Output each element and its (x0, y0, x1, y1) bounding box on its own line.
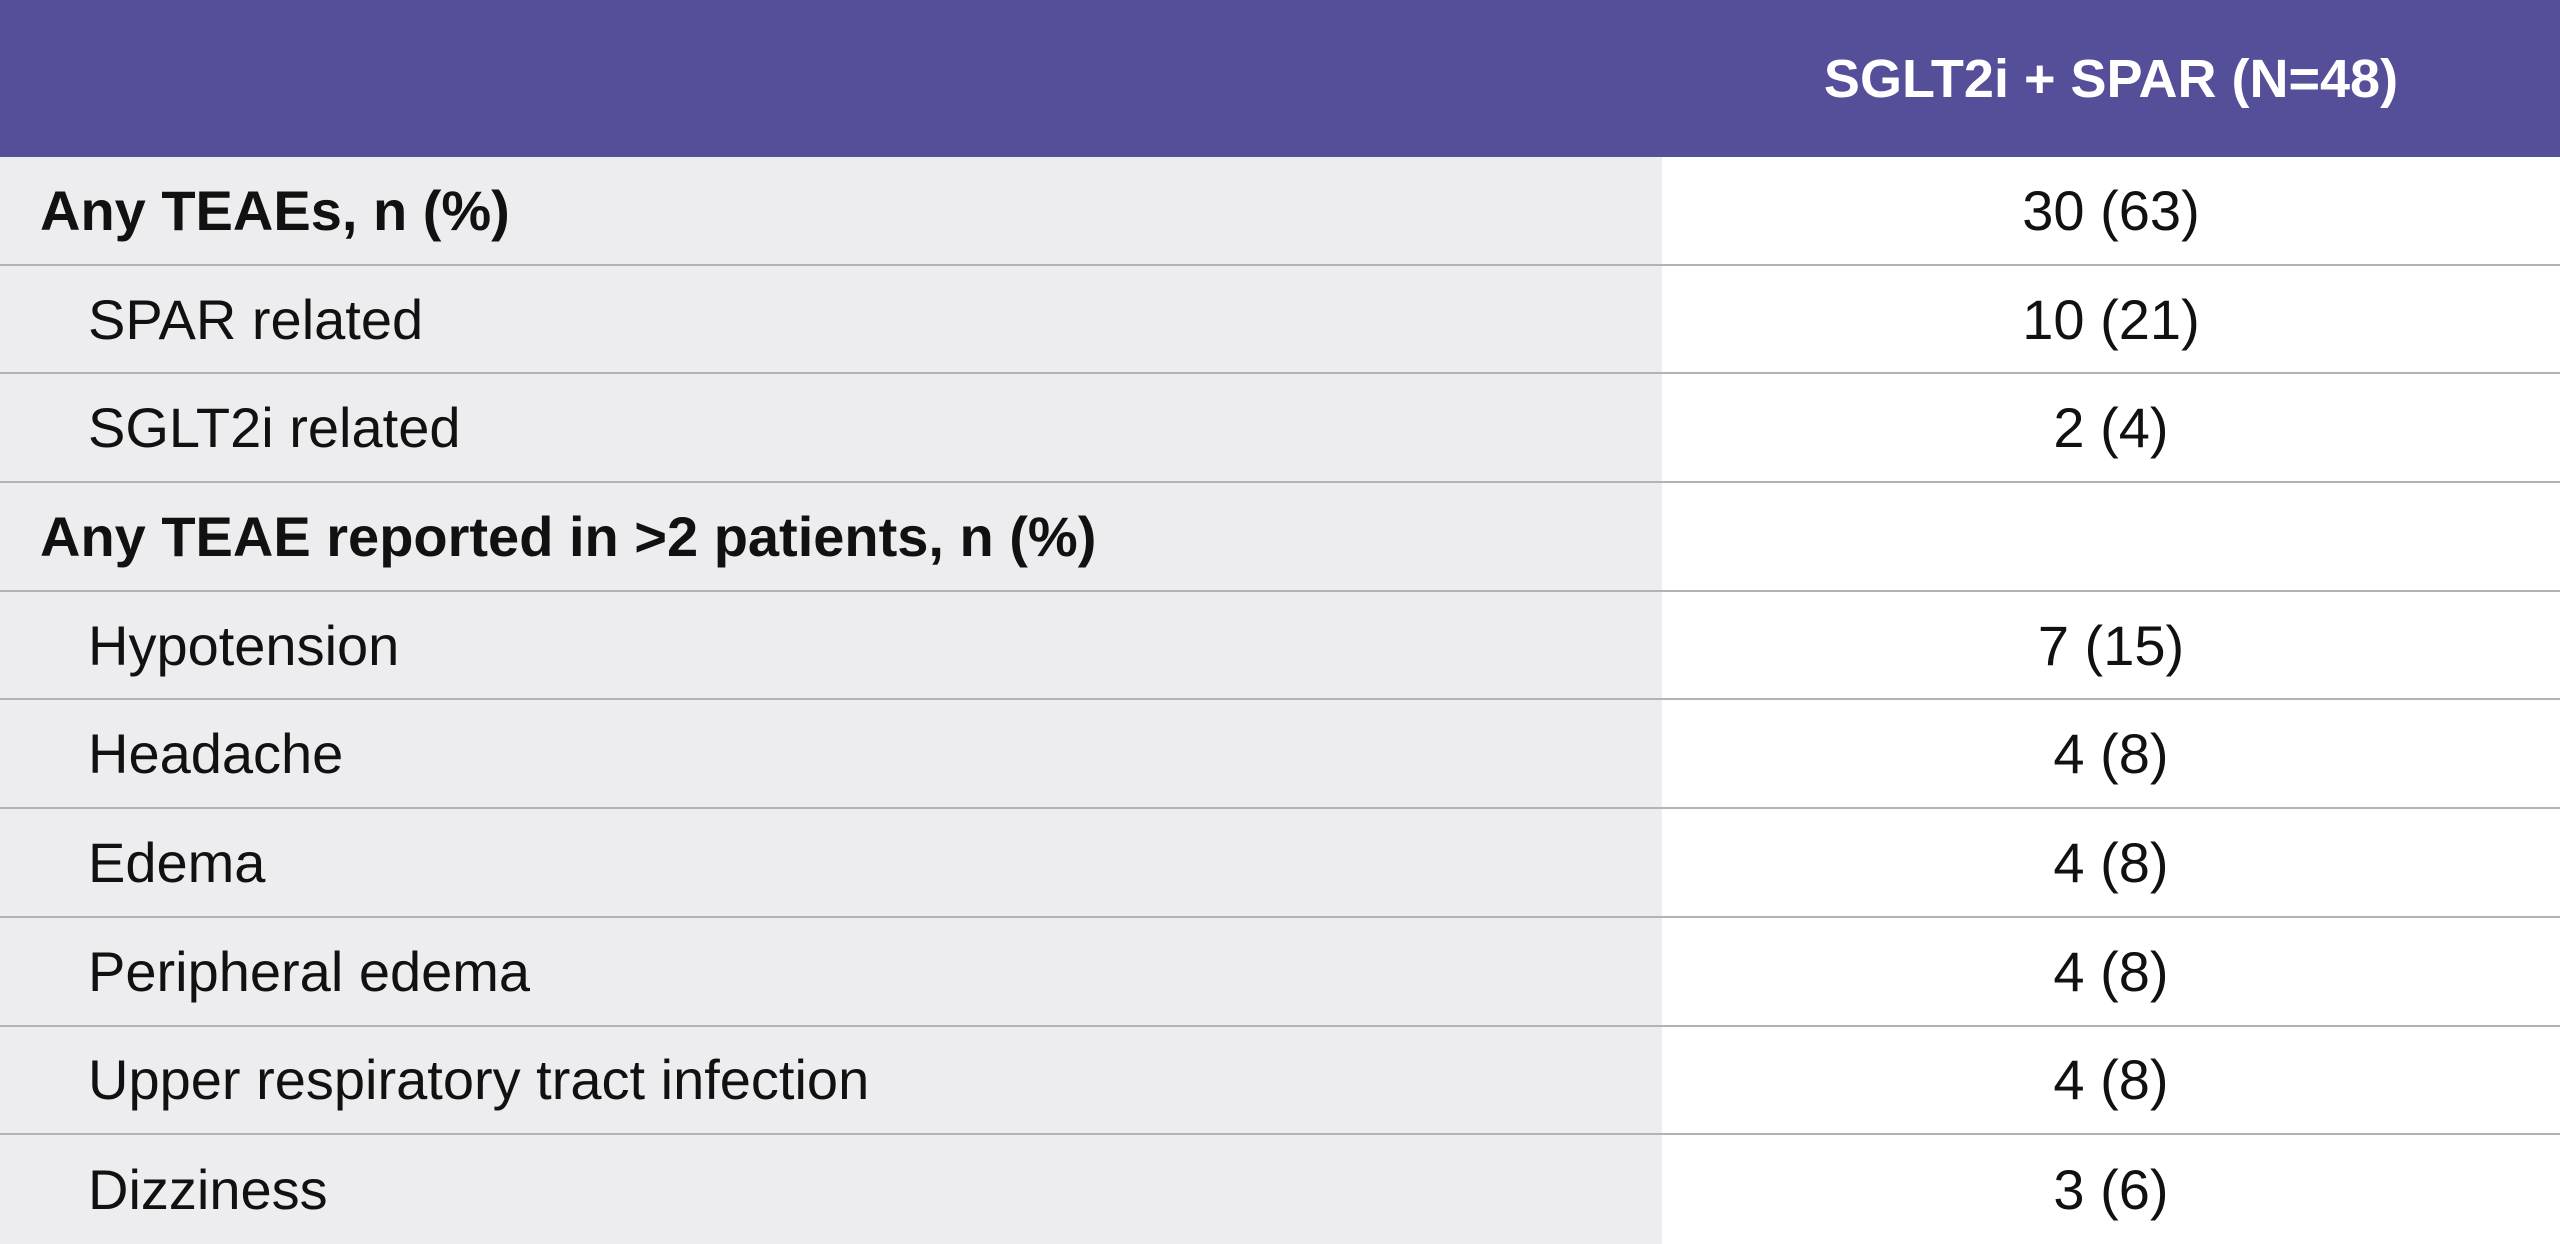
section-title: Any TEAEs, n (%) (0, 157, 1662, 264)
item-value: 4 (8) (2053, 1048, 2169, 1112)
item-value: 4 (8) (2053, 830, 2169, 894)
item-row: Hypotension 7 (15) (0, 591, 2560, 701)
item-row: Edema 4 (8) (0, 809, 2560, 918)
section-value (1662, 483, 2560, 590)
item-label: SGLT2i related (0, 374, 1662, 482)
item-value: 4 (8) (2053, 939, 2169, 1003)
section-value: 30 (63) (2022, 178, 2200, 242)
item-value: 2 (4) (2053, 396, 2169, 460)
item-value: 4 (8) (2053, 722, 2169, 786)
section-title: Any TEAE reported in >2 patients, n (%) (0, 483, 1662, 590)
column-header: SGLT2i + SPAR (N=48) (1823, 48, 2399, 109)
header-blank (0, 0, 1662, 157)
section-row: Any TEAE reported in >2 patients, n (%) (0, 483, 2560, 592)
item-row: Upper respiratory tract infection 4 (8) (0, 1026, 2560, 1136)
item-label: Edema (0, 809, 1662, 916)
item-row: SGLT2i related 2 (4) (0, 374, 2560, 484)
item-label: Headache (0, 700, 1662, 808)
item-label: Peripheral edema (0, 917, 1662, 1025)
item-row: SPAR related 10 (21) (0, 265, 2560, 375)
section-row: Any TEAEs, n (%) 30 (63) (0, 157, 2560, 266)
item-label: SPAR related (0, 265, 1662, 373)
item-value: 7 (15) (2037, 613, 2185, 677)
item-label: Dizziness (0, 1135, 1662, 1244)
item-row: Dizziness 3 (6) (0, 1135, 2560, 1244)
item-value: 3 (6) (2053, 1158, 2169, 1222)
item-row: Headache 4 (8) (0, 700, 2560, 810)
item-label: Upper respiratory tract infection (0, 1026, 1662, 1134)
item-row: Peripheral edema 4 (8) (0, 917, 2560, 1027)
item-value: 10 (21) (2022, 287, 2200, 351)
item-label: Hypotension (0, 591, 1662, 699)
table-header: SGLT2i + SPAR (N=48) (0, 0, 2560, 157)
